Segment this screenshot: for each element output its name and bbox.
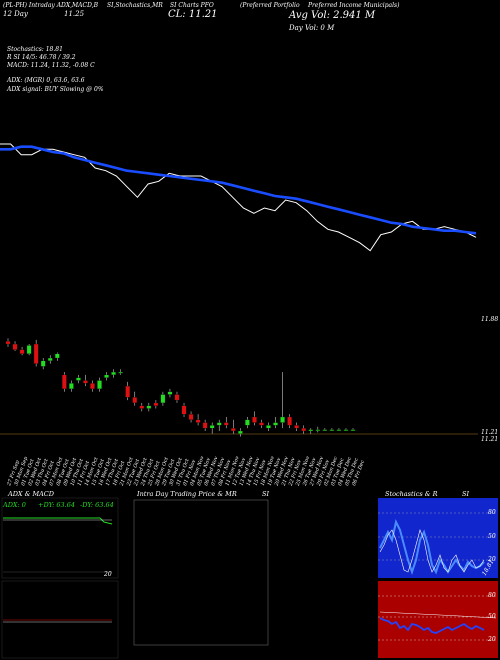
rsi-signal-line [379, 611, 497, 619]
candle-body [188, 413, 194, 420]
candle-body [322, 429, 328, 431]
candle-body [132, 397, 138, 404]
candle-body [97, 380, 102, 390]
adx-signal-readout: ADX signal: BUY Slowing @ 0% [7, 86, 104, 93]
candle-body [252, 416, 257, 423]
candle-body [245, 419, 250, 426]
stoch-si-label: SI [462, 490, 470, 498]
close-label: CL: 11.21 [168, 9, 218, 20]
price-label-top: 11.88 [481, 316, 499, 323]
title-left: (PL-PH) Intraday ADX,MACD,B [3, 2, 99, 9]
candle-body [104, 374, 109, 378]
stoch-tick-20: 20 [488, 556, 496, 563]
day-value: 11.25 [64, 10, 85, 18]
stoch-readout: Stochastics: 18.81 [7, 46, 63, 53]
r-readout: R SI 14/5: 46.78 / 39.2 [7, 54, 76, 61]
adx-panel-title: ADX & MACD [8, 490, 54, 498]
candle-body [12, 343, 18, 350]
candle-body [237, 430, 243, 434]
candle-body [343, 429, 349, 431]
intraday-si-label: SI [262, 490, 270, 498]
candle-body [90, 383, 95, 390]
day-line: 12 Day [3, 10, 28, 18]
price-label-bottom: 11.21 [481, 429, 499, 436]
candle-body [202, 422, 208, 429]
candle-body [209, 425, 215, 429]
candle-body [195, 419, 201, 423]
adx-readout: ADX: (MGR) 0, 63.6, 63.6 [7, 77, 85, 84]
candle-body [259, 422, 264, 426]
adx-readout-a: ADX: 0 [3, 501, 26, 509]
candle-body [146, 405, 152, 409]
candle-body [125, 385, 131, 398]
stoch-k-line [379, 519, 485, 576]
title-right-a: (Preferred Portfolio [240, 2, 300, 9]
candle-body [33, 343, 39, 364]
stoch-d-line [379, 529, 485, 573]
macd-readout: MACD: 11.24, 11.32, -0.08 C [7, 62, 95, 69]
candle-body [40, 360, 46, 367]
price-line-chart [0, 143, 477, 252]
candle-body [336, 429, 342, 431]
candle-body [61, 374, 67, 390]
stoch-panel-title: Stochastics & R [385, 490, 438, 498]
rsi-line [379, 617, 485, 634]
candle-body [301, 428, 307, 432]
rsi-tick-20: 20 [488, 636, 496, 643]
adx-readout-c: -DY: 63.64 [80, 501, 114, 509]
stoch-tick-50: 50 [488, 533, 496, 540]
rsi-tick-50: 50 [488, 613, 496, 620]
rsi-panel [378, 581, 498, 658]
candle-body [315, 429, 321, 431]
intraday-panel-title: Intra Day Trading Price & MR [137, 490, 237, 498]
candle-body [19, 349, 25, 354]
candle-body [216, 422, 222, 426]
candle-body [287, 416, 292, 426]
candle-body [350, 429, 356, 431]
price-label-bottom2: 11.21 [481, 436, 499, 443]
rsi-tick-80: 80 [488, 592, 496, 599]
candlestick-chart [0, 338, 478, 437]
title-right-b: Preferred Income Municipals) [308, 2, 400, 9]
macd-panel [1, 580, 119, 659]
title-c: SI Charts PFO [170, 2, 214, 9]
candle-body [139, 405, 145, 409]
candle-body [294, 425, 300, 429]
title-mid: SI,Stochastics,MR [107, 2, 163, 9]
candle-body [83, 380, 88, 384]
candle-body [174, 394, 180, 401]
adx-panel [1, 497, 119, 579]
day-volume: Day Vol: 0 M [289, 24, 335, 32]
candle-body [181, 405, 187, 415]
candle-body [167, 391, 173, 395]
price-line [0, 143, 477, 252]
adx-corner-tick: 20 [104, 571, 112, 578]
candle-body [329, 429, 335, 431]
candle-body [273, 422, 278, 426]
candle-body [26, 345, 32, 354]
moving-average-line [0, 145, 477, 235]
candle-body [308, 429, 314, 432]
candle-body [47, 357, 53, 362]
candle-body [160, 394, 166, 404]
candle-body [76, 377, 81, 381]
avg-volume: Avg Vol: 2.941 M [289, 10, 376, 21]
candle-body [5, 341, 11, 345]
candle-body [54, 353, 60, 359]
candle-body [280, 416, 285, 423]
candle-body [118, 371, 124, 374]
candle-body [153, 402, 159, 406]
stoch-tick-80: 80 [488, 509, 496, 516]
candle-body [223, 422, 229, 426]
stochastics-panel [378, 498, 498, 578]
candle-body [111, 371, 116, 376]
candle-body [266, 425, 271, 429]
candle-body [230, 428, 236, 432]
intraday-panel [133, 499, 269, 646]
candle-body [69, 383, 74, 390]
adx-readout-b: +DY: 63.64 [38, 501, 76, 509]
